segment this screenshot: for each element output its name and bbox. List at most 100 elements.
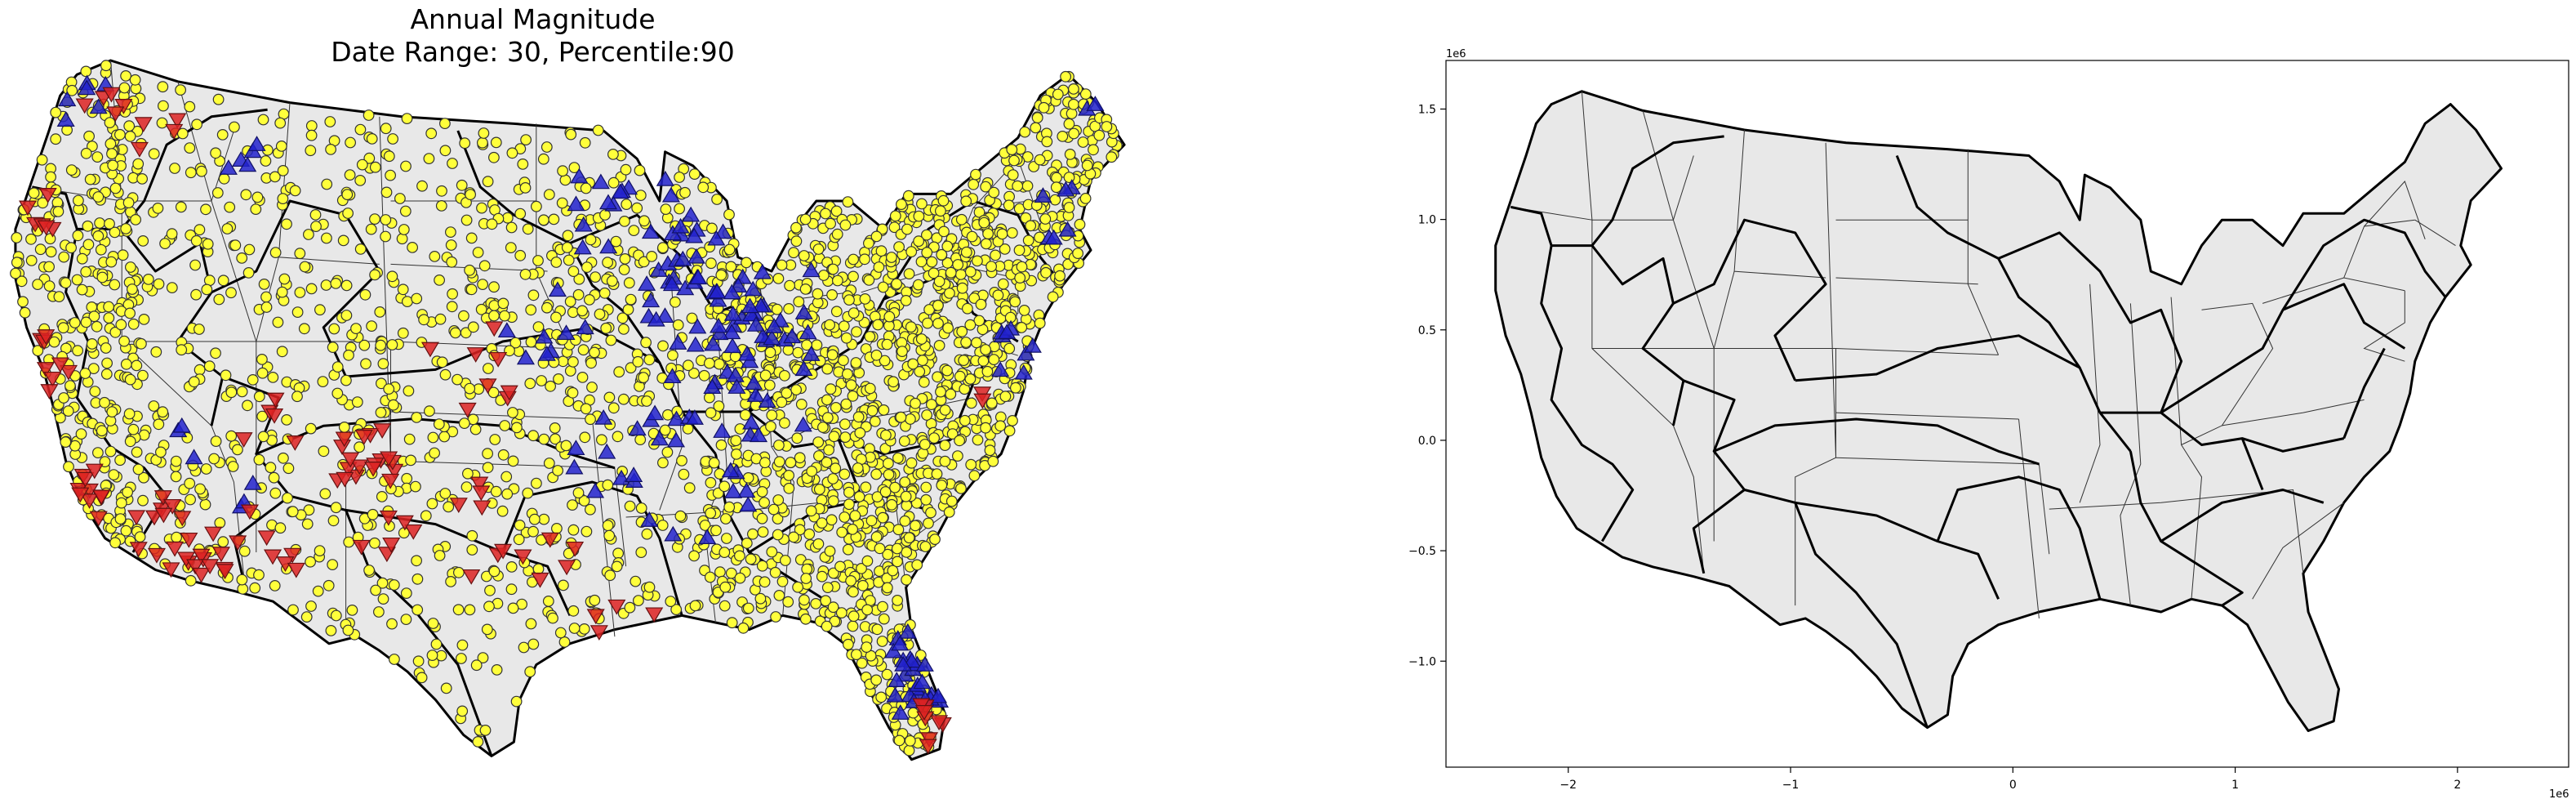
increase-station-marker [749,426,768,443]
neutral-station-marker [375,339,387,351]
neutral-station-marker [714,566,726,578]
neutral-station-marker [76,252,88,265]
decrease-station-marker [472,485,491,502]
decrease-station-marker [71,487,90,503]
neutral-station-marker [848,270,859,283]
neutral-station-marker [341,189,354,201]
neutral-station-marker [83,130,95,142]
neutral-station-marker [598,287,611,299]
neutral-station-marker [842,196,854,208]
neutral-station-marker [401,472,413,484]
neutral-station-marker [820,208,831,220]
neutral-station-marker [370,584,382,596]
neutral-station-marker [812,538,825,550]
neutral-station-marker [977,355,990,367]
neutral-station-marker [229,239,242,252]
neutral-station-marker [481,623,493,636]
increase-station-marker [686,336,705,352]
neutral-station-marker [620,163,632,176]
decrease-station-marker [382,537,401,553]
neutral-station-marker [542,596,554,607]
neutral-station-marker [842,638,854,650]
neutral-station-marker [472,736,484,748]
neutral-station-marker [959,414,971,426]
neutral-station-marker [916,355,928,367]
neutral-station-marker [960,195,972,208]
neutral-station-marker [699,520,711,531]
increase-station-marker [647,310,665,327]
neutral-station-marker [65,164,78,176]
neutral-station-marker [536,375,547,386]
neutral-station-marker [848,253,859,266]
neutral-station-marker [373,606,385,618]
neutral-station-marker [859,253,870,266]
neutral-station-marker [184,100,196,113]
neutral-station-marker [725,261,737,273]
neutral-station-marker [109,226,121,239]
right-state-line [1795,142,1837,606]
y-tick-label: −1.0 [1408,655,1436,668]
neutral-station-marker [301,518,314,530]
neutral-station-marker [625,293,637,306]
neutral-station-marker [725,567,737,579]
neutral-station-marker [913,235,924,248]
neutral-station-marker [416,672,428,684]
neutral-station-marker [1019,126,1031,138]
increase-station-marker [746,386,765,402]
neutral-station-marker [562,230,574,242]
neutral-station-marker [552,465,563,476]
neutral-station-marker [456,653,467,664]
neutral-station-marker [860,481,872,493]
neutral-station-marker [354,174,367,186]
neutral-station-marker [499,420,511,431]
neutral-station-marker [138,314,150,325]
neutral-station-marker [720,513,732,525]
neutral-station-marker [82,220,94,232]
neutral-station-marker [411,412,423,423]
neutral-station-marker [674,510,687,522]
increase-station-marker [570,167,589,184]
neutral-station-marker [434,275,445,286]
neutral-station-marker [195,165,207,177]
x-tick-label: −2 [1559,779,1577,792]
neutral-station-marker [1034,154,1046,166]
decrease-station-marker [80,493,99,509]
neutral-station-marker [253,569,265,581]
neutral-station-marker [397,327,409,339]
right-basin-line [1510,135,1724,248]
neutral-station-marker [305,556,317,568]
neutral-station-marker [1007,169,1019,181]
increase-station-marker [1034,187,1052,203]
neutral-station-marker [839,511,851,523]
neutral-station-marker [232,444,243,456]
neutral-station-marker [960,337,972,348]
right-basin-line [1683,379,1746,574]
neutral-station-marker [340,374,352,386]
y-tick-label: −0.5 [1408,545,1436,558]
neutral-station-marker [667,350,678,361]
neutral-station-marker [505,221,518,234]
neutral-station-marker [82,239,95,251]
decrease-station-marker [404,524,423,540]
neutral-station-marker [452,373,463,386]
right-state-line [1835,348,1999,355]
neutral-station-marker [1008,154,1020,167]
increase-station-marker [685,409,704,425]
neutral-station-marker [354,123,367,136]
neutral-station-marker [992,289,1004,301]
neutral-station-marker [103,301,115,313]
neutral-station-marker [606,275,618,287]
neutral-station-marker [439,145,452,157]
neutral-station-marker [704,357,715,369]
neutral-station-marker [864,382,876,395]
decrease-station-marker [286,435,305,451]
neutral-station-marker [886,498,898,511]
right-map: −2 −1 0 1 2 1.5 1.0 0.5 0.0 −0.5 −1.0 1e6 1e6 [1408,48,2569,801]
neutral-station-marker [449,327,461,339]
neutral-station-marker [856,657,868,669]
neutral-station-marker [469,423,482,435]
neutral-station-marker [287,604,299,616]
neutral-station-marker [767,503,780,516]
neutral-station-marker [719,600,731,612]
neutral-station-marker [592,124,604,136]
